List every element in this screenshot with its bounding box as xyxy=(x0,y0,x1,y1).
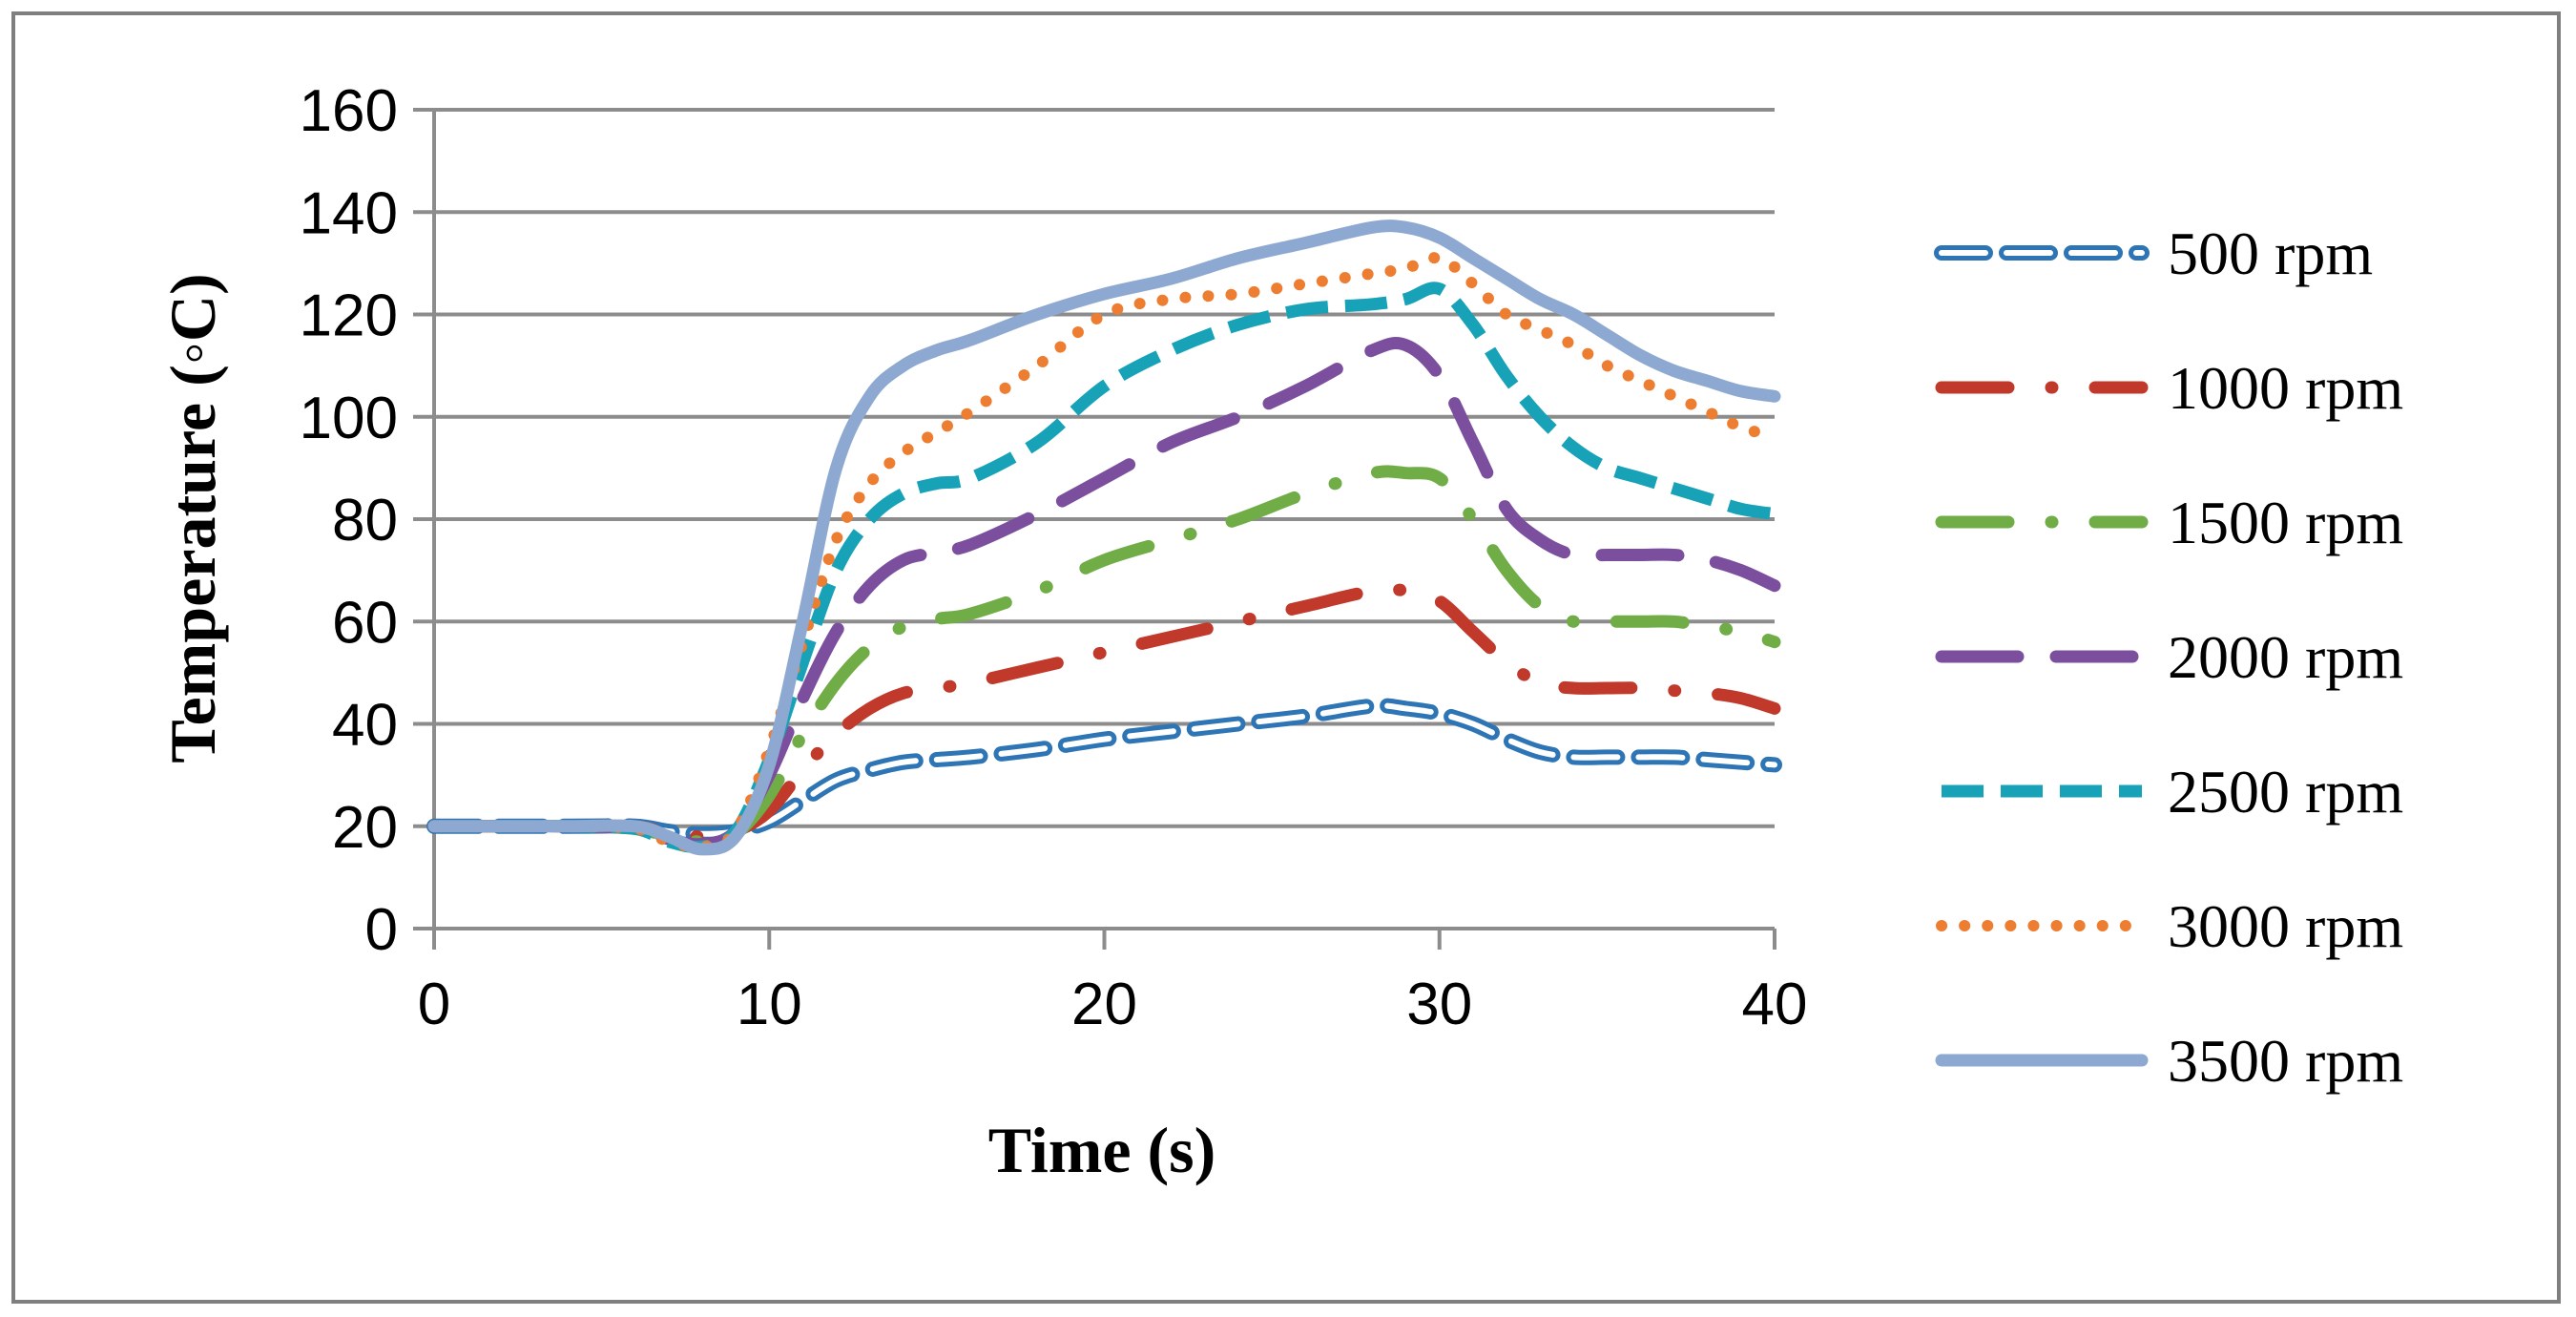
legend-item-1000-rpm: 1000 rpm xyxy=(1935,354,2403,422)
series-line-1000-rpm xyxy=(427,582,1781,844)
legend-label-2500-rpm: 2500 rpm xyxy=(2168,758,2403,826)
legend-label-3000-rpm: 3000 rpm xyxy=(2168,892,2403,960)
legend: 500 rpm 1000 rpm 1500 rpm 2000 rpm 2500 rpm 3… xyxy=(1934,220,2403,1095)
y-tick-label-40: 40 xyxy=(332,693,398,759)
x-tick-label-10: 10 xyxy=(737,972,802,1037)
legend-item-3500-rpm: 3500 rpm xyxy=(1935,1027,2403,1095)
tick-labels: 0 20 40 60 80 100 120 140 160 0 10 20 30 40 xyxy=(300,78,1808,1037)
legend-item-1500-rpm: 1500 rpm xyxy=(1935,489,2403,556)
axes xyxy=(413,108,1776,950)
legend-label-1000-rpm: 1000 rpm xyxy=(2168,354,2403,422)
y-tick-label-80: 80 xyxy=(332,488,398,554)
legend-label-500-rpm: 500 rpm xyxy=(2168,220,2373,287)
y-tick-label-100: 100 xyxy=(300,386,398,451)
legend-item-500-rpm: 500 rpm xyxy=(1934,220,2373,287)
legend-item-3000-rpm: 3000 rpm xyxy=(1936,892,2403,960)
legend-item-2000-rpm: 2000 rpm xyxy=(1935,623,2403,691)
legend-label-3500-rpm: 3500 rpm xyxy=(2168,1027,2403,1095)
y-tick-label-140: 140 xyxy=(300,180,398,246)
grid-lines xyxy=(434,108,1775,828)
x-tick-label-20: 20 xyxy=(1071,972,1137,1037)
y-axis-title: Temperature (◦C) xyxy=(156,273,229,763)
legend-item-2500-rpm: 2500 rpm xyxy=(1942,758,2403,826)
legend-label-2000-rpm: 2000 rpm xyxy=(2168,623,2403,691)
y-tick-label-160: 160 xyxy=(300,78,398,144)
legend-label-1500-rpm: 1500 rpm xyxy=(2168,489,2403,556)
x-tick-label-0: 0 xyxy=(418,972,450,1037)
x-axis-title: Time (s) xyxy=(988,1114,1216,1186)
y-tick-label-0: 0 xyxy=(365,897,398,963)
x-tick-label-30: 30 xyxy=(1406,972,1472,1037)
y-tick-label-20: 20 xyxy=(332,795,398,861)
y-tick-label-60: 60 xyxy=(332,590,398,656)
y-tick-label-120: 120 xyxy=(300,283,398,349)
series-lines xyxy=(426,220,1782,856)
series-line-3500-rpm xyxy=(427,220,1781,856)
x-tick-label-40: 40 xyxy=(1742,972,1808,1037)
